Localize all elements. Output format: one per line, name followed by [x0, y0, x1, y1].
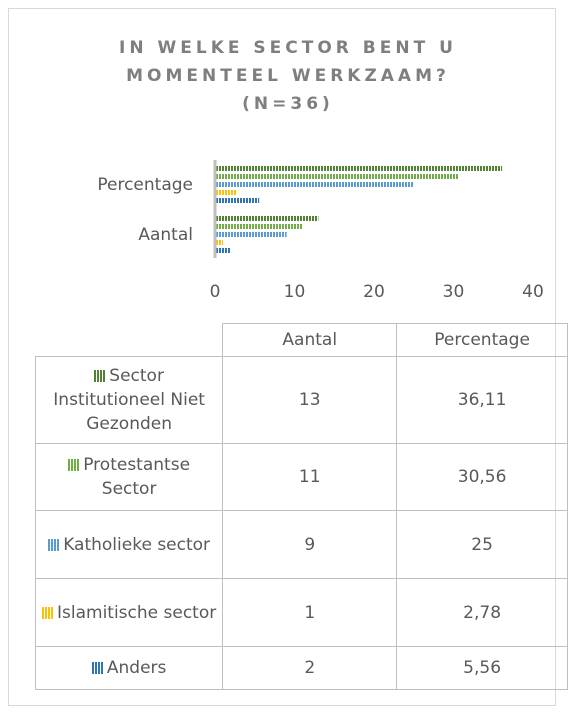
legend-cell: Sector Institutioneel Niet Gezonden — [34, 356, 224, 444]
table-value: 13 — [222, 356, 398, 444]
legend-label: Anders — [106, 658, 167, 678]
chart-title: IN WELKE SECTOR BENT U MOMENTEEL WERKZAA… — [119, 38, 457, 114]
legend-label: Sector Institutioneel Niet Gezonden — [53, 366, 205, 434]
table-row: Islamitische sector 1 2,78 — [34, 578, 568, 647]
legend-label: Katholieke sector — [63, 534, 211, 555]
table-value: 25 — [396, 510, 568, 579]
table-header-row: Aantal Percentage — [36, 323, 568, 357]
table-header: Percentage — [396, 323, 568, 357]
table-value: 2,78 — [396, 578, 568, 647]
x-tick-label: 20 — [363, 282, 385, 302]
legend-swatch — [91, 662, 104, 674]
bar — [215, 216, 319, 221]
legend-swatch — [94, 370, 107, 382]
table-row: Sector Institutioneel Niet Gezonden 13 36,… — [34, 356, 568, 444]
bar — [215, 174, 458, 179]
table-value: 2 — [222, 646, 398, 690]
bar — [215, 190, 238, 195]
legend-cell: Anders — [34, 646, 224, 690]
table-corner — [36, 324, 223, 357]
x-tick-label: 30 — [443, 282, 465, 302]
table-row: Katholieke sector 9 25 — [34, 510, 568, 579]
table-value: 9 — [222, 510, 398, 579]
legend-swatch — [68, 459, 81, 471]
legend-cell: Katholieke sector — [34, 510, 224, 579]
legend-label: Protestantse Sector — [83, 455, 191, 499]
table-row: Protestantse Sector 11 30,56 — [34, 443, 568, 511]
legend-cell: Protestantse Sector — [34, 443, 224, 511]
bar — [215, 248, 231, 253]
table-row: Anders 2 5,56 — [34, 646, 568, 690]
legend-label: Islamitische sector — [57, 602, 217, 623]
bar — [215, 232, 287, 237]
x-tick-label: 10 — [284, 282, 306, 302]
bar — [215, 224, 303, 229]
bar — [215, 182, 414, 187]
table-value: 1 — [222, 578, 398, 647]
table-value: 30,56 — [396, 443, 568, 511]
table-value: 36,11 — [396, 356, 568, 444]
x-tick-label: 40 — [522, 282, 544, 302]
table-value: 5,56 — [396, 646, 568, 690]
data-table: Aantal Percentage Sector Institutioneel Ni… — [34, 323, 568, 690]
legend-swatch — [48, 538, 61, 551]
bar — [215, 240, 223, 245]
legend-cell: Islamitische sector — [34, 578, 224, 647]
table-header: Aantal — [222, 323, 398, 357]
bar — [215, 166, 503, 171]
y-tick-label: Aantal — [138, 225, 193, 245]
x-tick-label: 0 — [210, 282, 221, 302]
table-value: 11 — [222, 443, 398, 511]
bar — [215, 198, 260, 203]
legend-swatch — [42, 606, 54, 619]
y-tick-label: Percentage — [97, 175, 193, 195]
